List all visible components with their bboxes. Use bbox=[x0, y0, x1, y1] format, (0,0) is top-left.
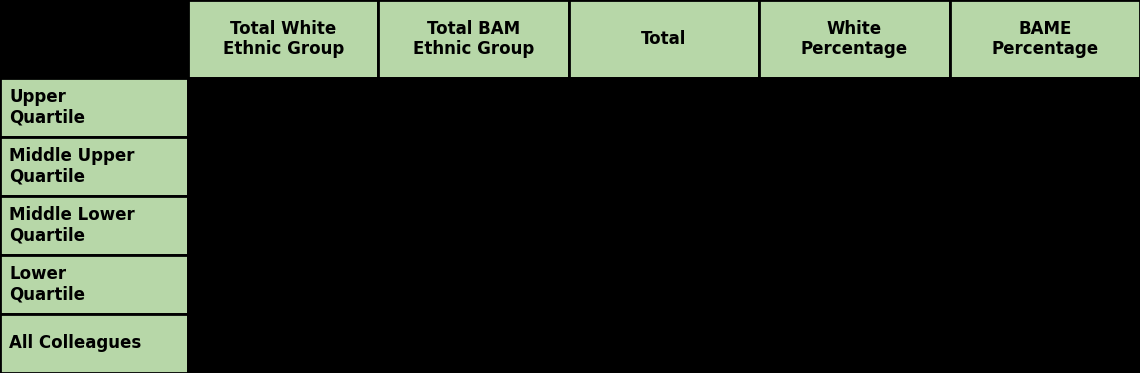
Text: All Colleagues: All Colleagues bbox=[9, 335, 141, 352]
Bar bbox=[569, 137, 759, 196]
Text: Total BAM
Ethnic Group: Total BAM Ethnic Group bbox=[413, 20, 535, 59]
Bar bbox=[569, 196, 759, 255]
Bar bbox=[0, 196, 188, 255]
Bar bbox=[950, 255, 1140, 314]
Bar bbox=[759, 314, 950, 373]
Bar bbox=[188, 137, 378, 196]
Bar bbox=[569, 78, 759, 137]
Bar bbox=[0, 0, 188, 78]
Bar bbox=[759, 255, 950, 314]
Bar bbox=[378, 0, 569, 78]
Text: BAME
Percentage: BAME Percentage bbox=[992, 20, 1098, 59]
Bar bbox=[0, 255, 188, 314]
Bar bbox=[188, 255, 378, 314]
Bar bbox=[759, 78, 950, 137]
Bar bbox=[378, 78, 569, 137]
Bar bbox=[378, 196, 569, 255]
Bar bbox=[569, 255, 759, 314]
Bar bbox=[759, 137, 950, 196]
Bar bbox=[950, 0, 1140, 78]
Bar bbox=[378, 314, 569, 373]
Bar bbox=[0, 314, 188, 373]
Bar bbox=[188, 314, 378, 373]
Text: Lower
Quartile: Lower Quartile bbox=[9, 265, 86, 304]
Bar bbox=[378, 255, 569, 314]
Bar bbox=[950, 78, 1140, 137]
Bar bbox=[188, 196, 378, 255]
Text: Middle Upper
Quartile: Middle Upper Quartile bbox=[9, 147, 135, 186]
Bar bbox=[759, 0, 950, 78]
Bar bbox=[950, 196, 1140, 255]
Bar bbox=[569, 0, 759, 78]
Bar bbox=[188, 78, 378, 137]
Bar bbox=[188, 0, 378, 78]
Bar bbox=[378, 137, 569, 196]
Bar bbox=[0, 78, 188, 137]
Text: Total: Total bbox=[642, 30, 686, 48]
Bar bbox=[569, 314, 759, 373]
Text: Upper
Quartile: Upper Quartile bbox=[9, 88, 86, 127]
Bar bbox=[950, 314, 1140, 373]
Bar bbox=[759, 196, 950, 255]
Text: Middle Lower
Quartile: Middle Lower Quartile bbox=[9, 206, 135, 245]
Text: White
Percentage: White Percentage bbox=[801, 20, 907, 59]
Bar bbox=[950, 137, 1140, 196]
Text: Total White
Ethnic Group: Total White Ethnic Group bbox=[222, 20, 344, 59]
Bar bbox=[0, 137, 188, 196]
